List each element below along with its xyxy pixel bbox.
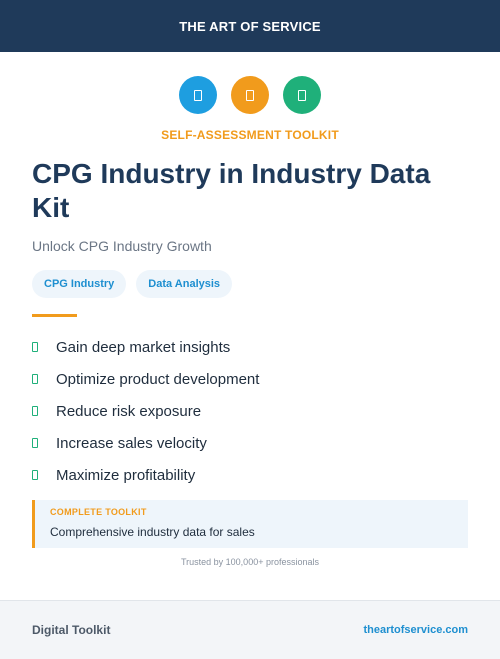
callout-text: Comprehensive industry data for sales [50,525,255,539]
document-icon [231,76,269,114]
website-link[interactable]: theartofservice.com [363,624,468,636]
trusted-note: Trusted by 100,000+ professionals [180,557,319,567]
document-icon [283,76,321,114]
kicker-label: SELF-ASSESSMENT TOOLKIT [161,128,339,142]
check-icon [32,470,38,480]
document-icon [179,76,217,114]
check-icon [32,438,38,448]
icon-row [0,76,500,114]
feature-text: Increase sales velocity [56,434,207,452]
list-item: Gain deep market insights [32,331,259,363]
top-banner: THE ART OF SERVICE [0,0,500,52]
footer: Digital Toolkit theartofservice.com [0,600,500,659]
feature-text: Reduce risk exposure [56,402,202,420]
check-icon [32,342,38,352]
list-item: Reduce risk exposure [32,395,259,427]
toolkit-callout: COMPLETE TOOLKIT Comprehensive industry … [32,500,468,548]
feature-text: Gain deep market insights [56,338,231,356]
check-icon [32,406,38,416]
check-icon [32,374,38,384]
subtitle: Unlock CPG Industry Growth [32,238,212,254]
list-item: Optimize product development [32,363,259,395]
tag-list: CPG Industry Data Analysis [32,270,233,298]
list-item: Increase sales velocity [32,427,259,459]
feature-list: Gain deep market insights Optimize produ… [32,331,259,491]
tag-cpg-industry: CPG Industry [32,270,127,298]
list-item: Maximize profitability [32,459,259,491]
brand-name: THE ART OF SERVICE [179,18,321,34]
feature-text: Maximize profitability [56,466,196,484]
accent-divider [32,314,77,317]
feature-text: Optimize product development [56,370,260,388]
page-title: CPG Industry in Industry Data Kit [32,158,431,223]
tag-data-analysis: Data Analysis [136,270,233,298]
footer-label: Digital Toolkit [32,623,111,637]
callout-label: COMPLETE TOOLKIT [50,507,147,517]
